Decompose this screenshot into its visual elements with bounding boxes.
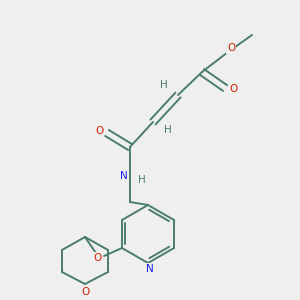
Text: H: H bbox=[164, 125, 172, 135]
Text: H: H bbox=[160, 80, 168, 90]
Text: N: N bbox=[146, 264, 154, 274]
Text: O: O bbox=[94, 253, 102, 263]
Text: O: O bbox=[227, 43, 235, 53]
Text: N: N bbox=[120, 171, 128, 181]
Text: O: O bbox=[95, 126, 103, 136]
Text: O: O bbox=[229, 84, 237, 94]
Text: O: O bbox=[81, 287, 89, 297]
Text: H: H bbox=[138, 175, 146, 185]
